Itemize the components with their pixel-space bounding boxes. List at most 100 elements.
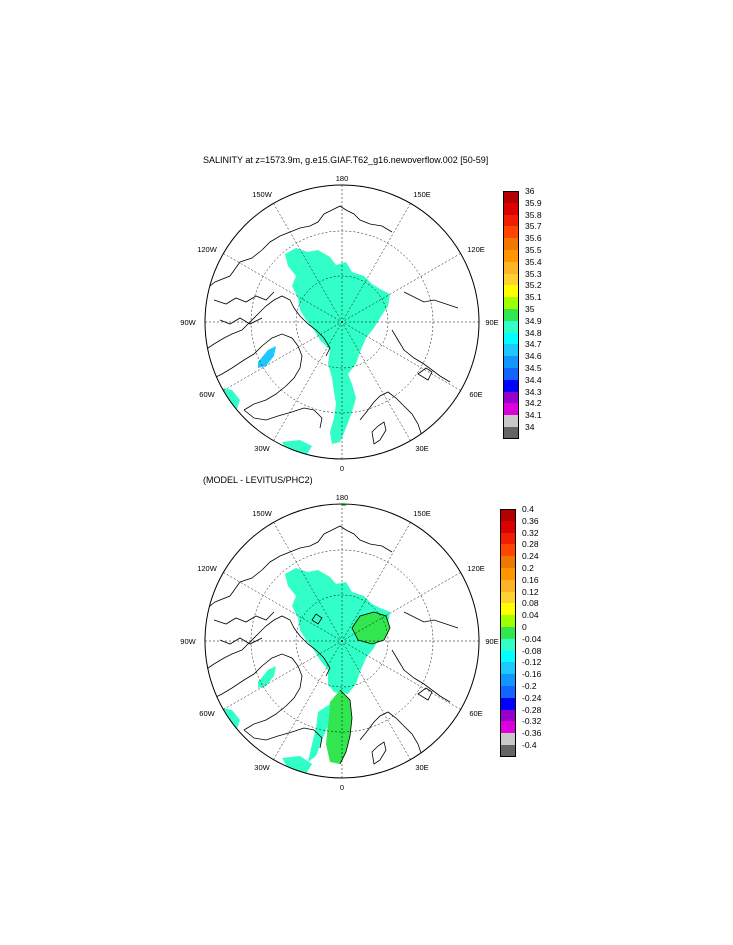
colorbar-salinity-swatch (503, 356, 519, 368)
difference-region-positive-greenland (326, 690, 352, 764)
colorbar-difference-swatch (500, 721, 516, 734)
lon-label-0: 0 (340, 464, 344, 473)
colorbar-salinity-label: 35.3 (525, 268, 542, 279)
colorbar-salinity-label: 34 (525, 422, 535, 432)
lon-label-120w: 120W (197, 564, 218, 573)
colorbar-salinity-label: 34.1 (525, 410, 542, 421)
colorbar-salinity-label: 35.7 (525, 221, 542, 232)
salinity-region-baffin (258, 346, 276, 368)
colorbar-salinity-label: 35.8 (525, 209, 542, 220)
colorbar-difference-label: 0.36 (522, 515, 539, 526)
colorbar-difference: 0.4 0.36 0.32 0.28 0.24 0.2 0.16 0.12 0.08 0.04 0-… (500, 504, 560, 771)
lon-label-150w: 150W (252, 190, 273, 199)
colorbar-salinity-swatch (503, 202, 519, 215)
colorbar-salinity: 36 35.9 35.8 35.7 35.6 35.5 35.4 35.3 35.2 35.1 35… (503, 186, 563, 453)
colorbar-difference-label: -0.12 (522, 657, 542, 668)
colorbar-difference-label: 0.2 (522, 563, 534, 573)
salinity-map: 180 0 150W 120W 90W 60W 30W 150E 120E 90… (180, 174, 498, 473)
colorbar-salinity-label: 35.9 (525, 197, 542, 208)
colorbar-difference-swatch (500, 509, 516, 521)
colorbar-difference-swatch (500, 532, 516, 545)
lon-label-120e: 120E (467, 564, 485, 573)
colorbar-salinity-swatch (503, 226, 519, 239)
colorbar-salinity-label: 35.1 (525, 292, 542, 303)
difference-region-neg-atlantic (308, 704, 330, 762)
colorbar-salinity-swatch (503, 309, 519, 321)
colorbar-difference-swatch (500, 568, 516, 580)
colorbar-difference-label: -0.2 (522, 681, 537, 691)
lon-label-150e: 150E (413, 509, 431, 518)
salinity-region-labrador (222, 388, 240, 412)
colorbar-salinity-label: 34.9 (525, 315, 542, 326)
difference-region-southwest (282, 756, 312, 774)
lon-label-30w: 30W (254, 444, 270, 453)
salinity-region-atlantic (282, 440, 312, 456)
map-border (204, 503, 480, 779)
colorbar-salinity-label: 35 (525, 304, 535, 314)
colorbar-difference-swatch (500, 733, 516, 745)
colorbar-difference-swatch (500, 627, 516, 639)
colorbar-difference-swatch (500, 674, 516, 686)
colorbar-difference-label: -0.16 (522, 669, 542, 680)
colorbar-salinity-label: 35.6 (525, 233, 542, 244)
lon-label-30w: 30W (254, 763, 270, 772)
lon-label-150e: 150E (413, 190, 431, 199)
lon-label-0: 0 (340, 783, 344, 792)
colorbar-salinity-swatch (503, 273, 519, 286)
colorbar-difference-label: -0.24 (522, 692, 542, 703)
colorbar-difference-label: -0.4 (522, 740, 537, 750)
colorbar-salinity-label: 34.3 (525, 386, 542, 397)
difference-region-baffin (258, 666, 276, 688)
graticule (205, 504, 479, 778)
lon-label-120w: 120W (197, 245, 218, 254)
colorbar-difference-swatch (500, 709, 516, 722)
colorbar-difference-swatch (500, 544, 516, 557)
colorbar-salinity-label: 35.2 (525, 280, 542, 291)
colorbar-difference-label: -0.32 (522, 716, 542, 727)
colorbar-difference-label: 0.32 (522, 527, 539, 538)
graticule (205, 185, 479, 459)
colorbar-salinity-swatch (503, 214, 519, 227)
colorbar-difference-swatch (500, 638, 516, 651)
panel-title-difference: (MODEL - LEVITUS/PHC2) (203, 475, 313, 485)
colorbar-salinity-swatch (503, 332, 519, 345)
colorbar-difference-label: 0.24 (522, 551, 539, 562)
colorbar-salinity-swatch (503, 297, 519, 309)
colorbar-difference-label: 0.04 (522, 610, 539, 621)
colorbar-difference-swatch (500, 697, 516, 710)
colorbar-salinity-swatch (503, 403, 519, 416)
colorbar-salinity-swatch (503, 320, 519, 333)
colorbar-difference-swatch (500, 603, 516, 616)
lon-label-90w: 90W (180, 637, 196, 646)
colorbar-salinity-label: 34.6 (525, 351, 542, 362)
difference-region-positive-eurasian (352, 612, 390, 644)
colorbar-salinity-label: 36 (525, 186, 535, 196)
lon-label-90w: 90W (180, 318, 196, 327)
lon-label-90e: 90E (485, 318, 498, 327)
colorbar-salinity-label: 34.4 (525, 374, 542, 385)
colorbar-salinity-swatch (503, 285, 519, 298)
lon-label-120e: 120E (467, 245, 485, 254)
colorbar-salinity-swatch (503, 368, 519, 380)
colorbar-salinity-label: 34.8 (525, 327, 542, 338)
colorbar-difference-swatch (500, 650, 516, 663)
lon-label-180: 180 (336, 493, 349, 502)
colorbar-salinity-swatch (503, 427, 519, 439)
colorbar-salinity-label: 35.5 (525, 245, 542, 255)
colorbar-difference-label: -0.08 (522, 645, 542, 656)
map-border (204, 184, 480, 460)
colorbar-difference-label: -0.36 (522, 728, 542, 739)
lon-label-60w: 60W (199, 709, 215, 718)
colorbar-difference-label: -0.04 (522, 633, 542, 644)
lon-label-60e: 60E (469, 390, 482, 399)
colorbar-salinity-label: 34.2 (525, 398, 542, 409)
lon-label-150w: 150W (252, 509, 273, 518)
difference-region-arctic (285, 568, 390, 694)
lon-label-60w: 60W (199, 390, 215, 399)
coastlines (205, 525, 459, 765)
colorbar-salinity-label: 35.4 (525, 256, 542, 267)
panel-title-salinity: SALINITY at z=1573.9m, g.e15.GIAF.T62_g1… (203, 155, 489, 165)
colorbar-difference-label: 0.28 (522, 539, 539, 550)
colorbar-difference-label: 0.08 (522, 598, 539, 609)
colorbar-salinity-swatch (503, 344, 519, 357)
